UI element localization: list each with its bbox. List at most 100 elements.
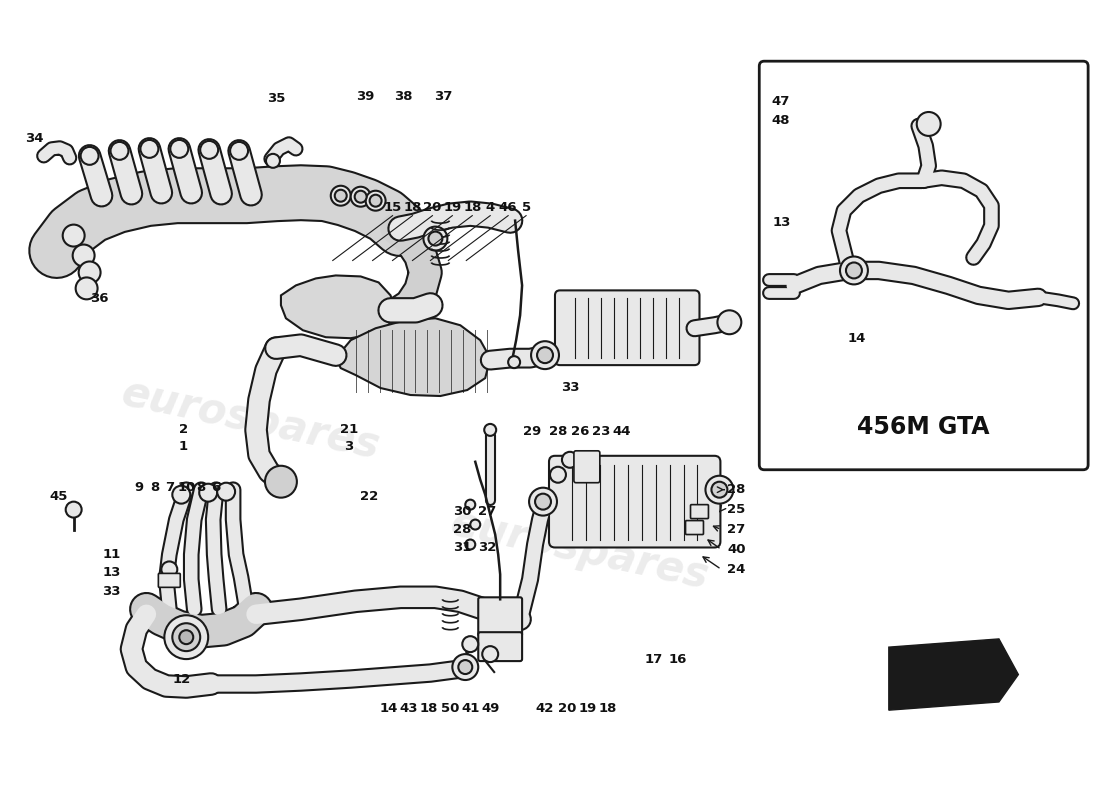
- Text: 2: 2: [178, 423, 188, 436]
- Circle shape: [200, 141, 218, 159]
- Circle shape: [76, 278, 98, 299]
- Circle shape: [73, 245, 95, 266]
- Circle shape: [840, 257, 868, 285]
- Text: 18: 18: [598, 702, 617, 715]
- Text: 9: 9: [135, 481, 144, 494]
- Text: 39: 39: [356, 90, 375, 102]
- Circle shape: [162, 562, 177, 578]
- Text: 5: 5: [521, 201, 530, 214]
- Text: 23: 23: [592, 426, 611, 438]
- Text: 3: 3: [344, 440, 353, 454]
- Circle shape: [173, 623, 200, 651]
- Text: 49: 49: [481, 702, 499, 715]
- FancyBboxPatch shape: [685, 521, 704, 534]
- Circle shape: [63, 225, 85, 246]
- Text: 42: 42: [536, 702, 554, 715]
- Text: 31: 31: [453, 541, 472, 554]
- Circle shape: [173, 486, 190, 504]
- Text: 50: 50: [441, 702, 460, 715]
- FancyBboxPatch shape: [574, 451, 600, 482]
- Text: 19: 19: [579, 702, 597, 715]
- Text: 1: 1: [178, 440, 188, 454]
- Circle shape: [365, 190, 386, 210]
- Circle shape: [266, 154, 279, 168]
- Circle shape: [110, 142, 129, 160]
- Text: 13: 13: [102, 566, 121, 579]
- Circle shape: [179, 630, 194, 644]
- Circle shape: [354, 190, 366, 202]
- Circle shape: [471, 519, 481, 530]
- Text: 12: 12: [173, 673, 190, 686]
- Text: 36: 36: [90, 292, 109, 305]
- Circle shape: [550, 466, 565, 482]
- Text: 45: 45: [50, 490, 68, 503]
- Text: 16: 16: [669, 653, 686, 666]
- Text: 15: 15: [384, 201, 402, 214]
- Text: 25: 25: [727, 503, 746, 516]
- Circle shape: [217, 482, 235, 501]
- Text: 8: 8: [150, 481, 160, 494]
- Circle shape: [712, 482, 727, 498]
- Circle shape: [230, 142, 249, 160]
- Text: 20: 20: [424, 201, 441, 214]
- FancyBboxPatch shape: [478, 632, 522, 661]
- Circle shape: [562, 452, 578, 468]
- Text: 7: 7: [165, 481, 174, 494]
- FancyBboxPatch shape: [759, 61, 1088, 470]
- Text: 26: 26: [571, 426, 590, 438]
- Text: 11: 11: [102, 548, 121, 561]
- Text: 19: 19: [443, 201, 462, 214]
- Circle shape: [531, 342, 559, 369]
- Circle shape: [529, 488, 557, 515]
- Text: 29: 29: [522, 426, 541, 438]
- FancyBboxPatch shape: [549, 456, 720, 547]
- Circle shape: [537, 347, 553, 363]
- Circle shape: [331, 186, 351, 206]
- Circle shape: [66, 502, 81, 518]
- Circle shape: [846, 262, 862, 278]
- Text: 8: 8: [197, 481, 206, 494]
- Circle shape: [141, 140, 158, 158]
- Text: 20: 20: [558, 702, 576, 715]
- Text: 24: 24: [727, 563, 746, 576]
- Text: 28: 28: [453, 523, 472, 536]
- Text: 30: 30: [453, 505, 472, 518]
- Text: 35: 35: [267, 91, 285, 105]
- FancyBboxPatch shape: [691, 505, 708, 518]
- Circle shape: [535, 494, 551, 510]
- Circle shape: [424, 226, 448, 250]
- Circle shape: [428, 231, 442, 246]
- Circle shape: [199, 484, 217, 502]
- Text: 14: 14: [379, 702, 398, 715]
- Circle shape: [164, 615, 208, 659]
- Text: 18: 18: [463, 201, 482, 214]
- Text: 38: 38: [394, 90, 412, 102]
- Text: 43: 43: [399, 702, 418, 715]
- Text: 41: 41: [461, 702, 480, 715]
- Text: 34: 34: [25, 133, 44, 146]
- Circle shape: [459, 660, 472, 674]
- Text: 27: 27: [727, 523, 746, 536]
- Text: 46: 46: [499, 201, 517, 214]
- Circle shape: [452, 654, 478, 680]
- Circle shape: [705, 476, 734, 504]
- Text: 28: 28: [549, 426, 568, 438]
- Text: 33: 33: [561, 381, 580, 394]
- Text: 40: 40: [727, 543, 746, 556]
- Text: 13: 13: [773, 216, 791, 229]
- Text: 21: 21: [340, 423, 358, 436]
- Text: 32: 32: [478, 541, 496, 554]
- Circle shape: [508, 356, 520, 368]
- Text: 33: 33: [102, 585, 121, 598]
- Circle shape: [265, 466, 297, 498]
- Text: eurospares: eurospares: [447, 502, 713, 598]
- FancyBboxPatch shape: [556, 290, 700, 365]
- Polygon shape: [336, 318, 491, 396]
- Text: 47: 47: [771, 94, 790, 107]
- Circle shape: [916, 112, 940, 136]
- Text: 44: 44: [613, 426, 631, 438]
- Text: 10: 10: [177, 481, 196, 494]
- FancyBboxPatch shape: [158, 574, 180, 587]
- Text: 17: 17: [645, 653, 663, 666]
- Circle shape: [78, 262, 100, 283]
